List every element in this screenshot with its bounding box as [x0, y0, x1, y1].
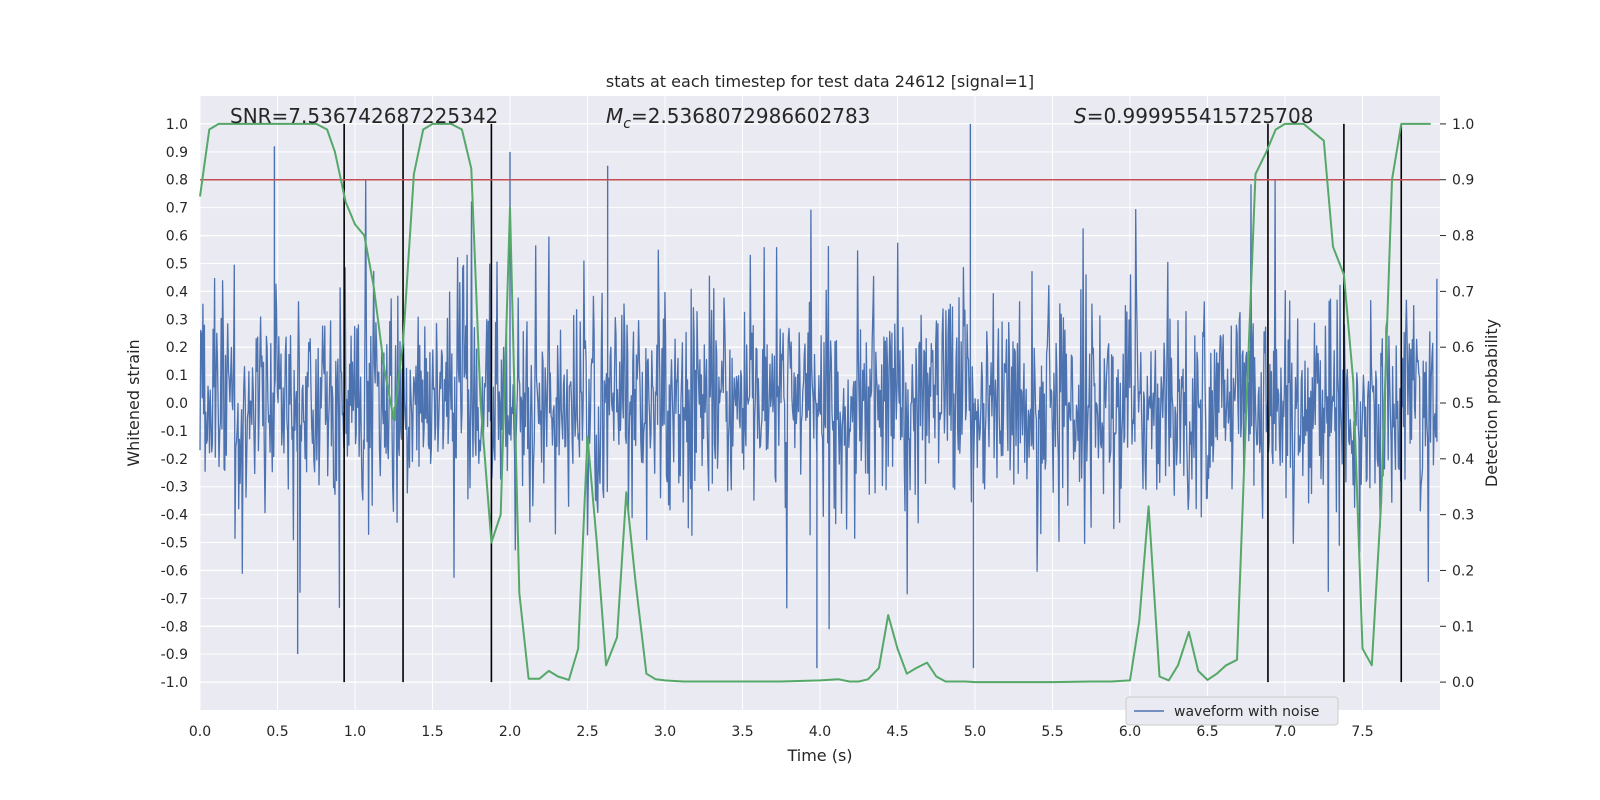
y-tick-label: 0.3 [166, 312, 188, 328]
x-tick-label: 3.5 [731, 724, 753, 740]
significance-symbol: S [1074, 104, 1087, 128]
y2-tick-label: 0.9 [1452, 173, 1474, 189]
waveform-line [199, 179, 1438, 630]
legend: waveform with noise [1125, 696, 1339, 726]
y-tick-label: 0.5 [166, 256, 188, 272]
y-tick-label: 0.0 [166, 396, 188, 412]
y2-tick-label: 0.8 [1452, 229, 1474, 245]
x-tick-label: 6.0 [1119, 724, 1141, 740]
chirp-mass-value: =2.5368072986602783 [631, 104, 870, 128]
snr-annotation: SNR=7.536742687225342 [230, 104, 498, 128]
x-axis-label: Time (s) [786, 746, 852, 765]
x-tick-label: 1.0 [344, 724, 366, 740]
y2-axis-label: Detection probability [1482, 319, 1501, 487]
y-tick-label: 0.9 [166, 145, 188, 161]
y-tick-label: 0.8 [166, 173, 188, 189]
y2-tick-label: 0.3 [1452, 508, 1474, 524]
vertical-markers [343, 123, 1403, 683]
y-tick-label: -1.0 [161, 675, 188, 691]
x-tick-label: 3.0 [654, 724, 676, 740]
legend-box [1125, 696, 1339, 726]
y-tick-label: 1.0 [166, 117, 188, 133]
y2-tick-label: 0.2 [1452, 563, 1474, 579]
y-tick-label: -0.3 [161, 480, 188, 496]
y-tick-label: -0.8 [161, 619, 188, 635]
y2-tick-label: 0.6 [1452, 340, 1474, 356]
chirp-mass-symbol: M [606, 104, 623, 128]
significance-value: =0.999955415725708 [1087, 104, 1314, 128]
x-tick-label: 5.5 [1041, 724, 1063, 740]
y-tick-label: 0.2 [166, 340, 188, 356]
x-tick-label: 6.5 [1196, 724, 1218, 740]
y-tick-label: -0.7 [161, 591, 188, 607]
y-tick-label: 0.7 [166, 201, 188, 217]
x-tick-label: 2.0 [499, 724, 521, 740]
probability-series [199, 122, 1431, 684]
y2-tick-label: 0.7 [1452, 284, 1474, 300]
waveform-series [199, 123, 1438, 669]
chart-title: stats at each timestep for test data 246… [606, 72, 1034, 91]
y-tick-label: -0.1 [161, 424, 188, 440]
y2-tick-label: 0.1 [1452, 619, 1474, 635]
x-tick-label: 0.5 [266, 724, 288, 740]
y2-axis-ticks: 1.0 0.9 0.8 0.7 0.6 0.5 0.4 0.3 0.2 0.1 0.0 [1440, 117, 1474, 691]
y-tick-label: 0.6 [166, 229, 188, 245]
y-tick-label: 0.1 [166, 368, 188, 384]
chirp-mass-subscript: c [623, 116, 631, 132]
y-tick-label: -0.5 [161, 536, 188, 552]
x-tick-label: 4.0 [809, 724, 831, 740]
x-tick-label: 2.5 [576, 724, 598, 740]
y-tick-label: -0.2 [161, 452, 188, 468]
y2-tick-label: 0.4 [1452, 452, 1474, 468]
probability-line [199, 122, 1431, 684]
x-tick-label: 0.0 [189, 724, 211, 740]
y-tick-label: 0.4 [166, 284, 188, 300]
x-tick-label: 4.5 [886, 724, 908, 740]
legend-label: waveform with noise [1174, 704, 1319, 720]
significance-annotation: S=0.999955415725708 [1074, 104, 1313, 128]
y-axis-label: Whitened strain [124, 339, 143, 466]
chirp-mass-annotation: Mc=2.5368072986602783 [606, 104, 870, 132]
x-tick-label: 7.5 [1351, 724, 1373, 740]
y-axis-ticks: 1.0 0.9 0.8 0.7 0.6 0.5 0.4 0.3 0.2 0.1 0.0 -0.1 -0.… [161, 117, 188, 691]
y-tick-label: -0.4 [161, 508, 188, 524]
y2-tick-label: 0.5 [1452, 396, 1474, 412]
y2-tick-label: 0.0 [1452, 675, 1474, 691]
x-tick-label: 1.5 [421, 724, 443, 740]
y-tick-label: -0.6 [161, 563, 188, 579]
y-tick-label: -0.9 [161, 647, 188, 663]
y2-tick-label: 1.0 [1452, 117, 1474, 133]
x-tick-label: 7.0 [1274, 724, 1296, 740]
x-tick-label: 5.0 [964, 724, 986, 740]
x-axis-ticks: 0.0 0.5 1.0 1.5 2.0 2.5 3.0 3.5 4.0 4.5 5.0 5.5 6.0 6… [189, 724, 1374, 740]
